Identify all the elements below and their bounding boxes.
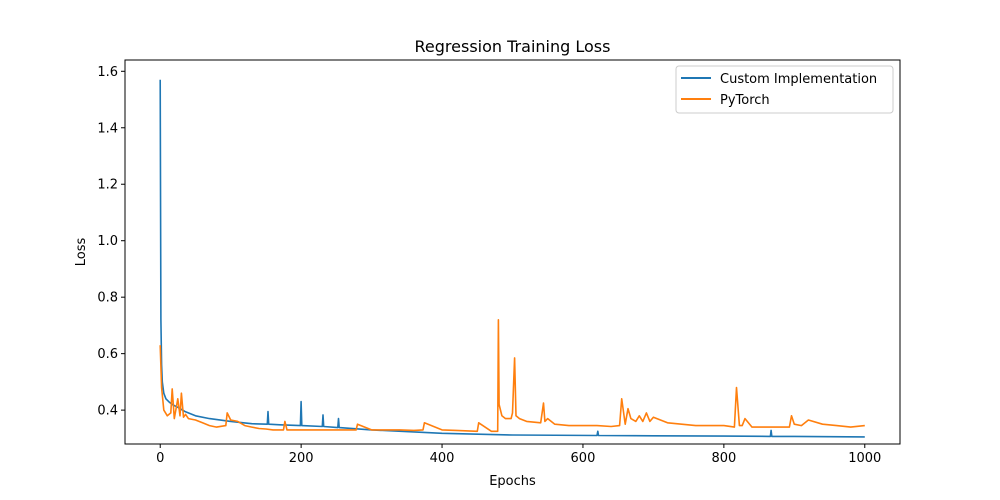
series-line-pytorch xyxy=(159,318,865,433)
x-tick-label: 0 xyxy=(156,451,164,466)
x-tick-label: 600 xyxy=(571,451,596,466)
series-line-custom-implementation xyxy=(159,79,865,438)
x-tick-label: 400 xyxy=(430,451,455,466)
legend-label-pytorch: PyTorch xyxy=(720,93,770,108)
y-tick-label: 0.6 xyxy=(97,347,118,362)
x-tick-label: 200 xyxy=(289,451,314,466)
y-axis: 0.4 0.6 0.8 1.0 1.2 1.4 1.6 xyxy=(97,65,125,419)
legend: Custom Implementation PyTorch xyxy=(675,65,894,114)
y-tick-label: 0.4 xyxy=(97,404,118,419)
y-tick-label: 1.6 xyxy=(97,65,118,80)
legend-box xyxy=(675,65,894,114)
x-tick-label: 800 xyxy=(711,451,736,466)
series-layer xyxy=(159,79,865,438)
y-tick-label: 1.2 xyxy=(97,178,118,193)
legend-label-custom-implementation: Custom Implementation xyxy=(720,72,877,87)
plot-area xyxy=(125,60,900,444)
x-tick-label: 1000 xyxy=(848,451,881,466)
y-tick-label: 1.4 xyxy=(97,121,118,136)
x-axis-title: Epochs xyxy=(489,474,536,489)
x-axis: 0 200 400 600 800 1000 xyxy=(156,444,881,466)
y-tick-label: 0.8 xyxy=(97,291,118,306)
y-axis-title: Loss xyxy=(74,238,89,267)
y-tick-label: 1.0 xyxy=(97,234,118,249)
chart-title: Regression Training Loss xyxy=(415,37,611,56)
plot-frame xyxy=(124,59,901,445)
